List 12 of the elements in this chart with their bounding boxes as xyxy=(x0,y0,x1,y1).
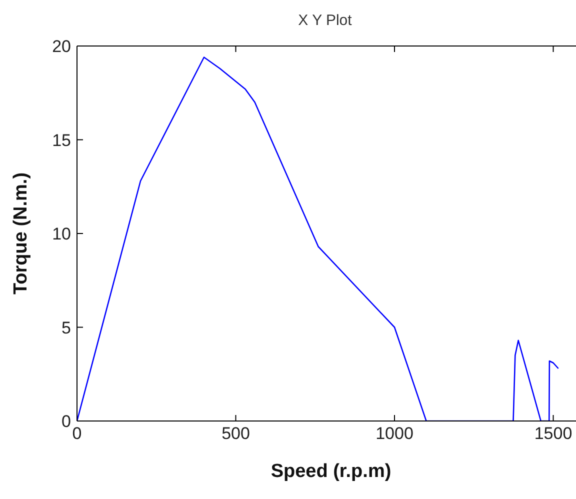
x-tick-label: 500 xyxy=(222,424,250,444)
y-tick-label: 0 xyxy=(62,412,71,432)
line-series xyxy=(77,56,559,421)
y-axis-title: Torque (N.m.) xyxy=(10,172,32,295)
x-axis-title: Speed (r.p.m) xyxy=(270,461,392,482)
y-tick-label: 20 xyxy=(52,37,71,56)
x-tick-label: 1000 xyxy=(376,424,414,444)
y-tick-label: 15 xyxy=(52,130,71,150)
y-tick-label: 5 xyxy=(62,318,71,338)
y-tick-label: 10 xyxy=(52,224,71,244)
chart-title: X Y Plot xyxy=(297,12,353,29)
x-tick-label: 1500 xyxy=(534,424,572,444)
